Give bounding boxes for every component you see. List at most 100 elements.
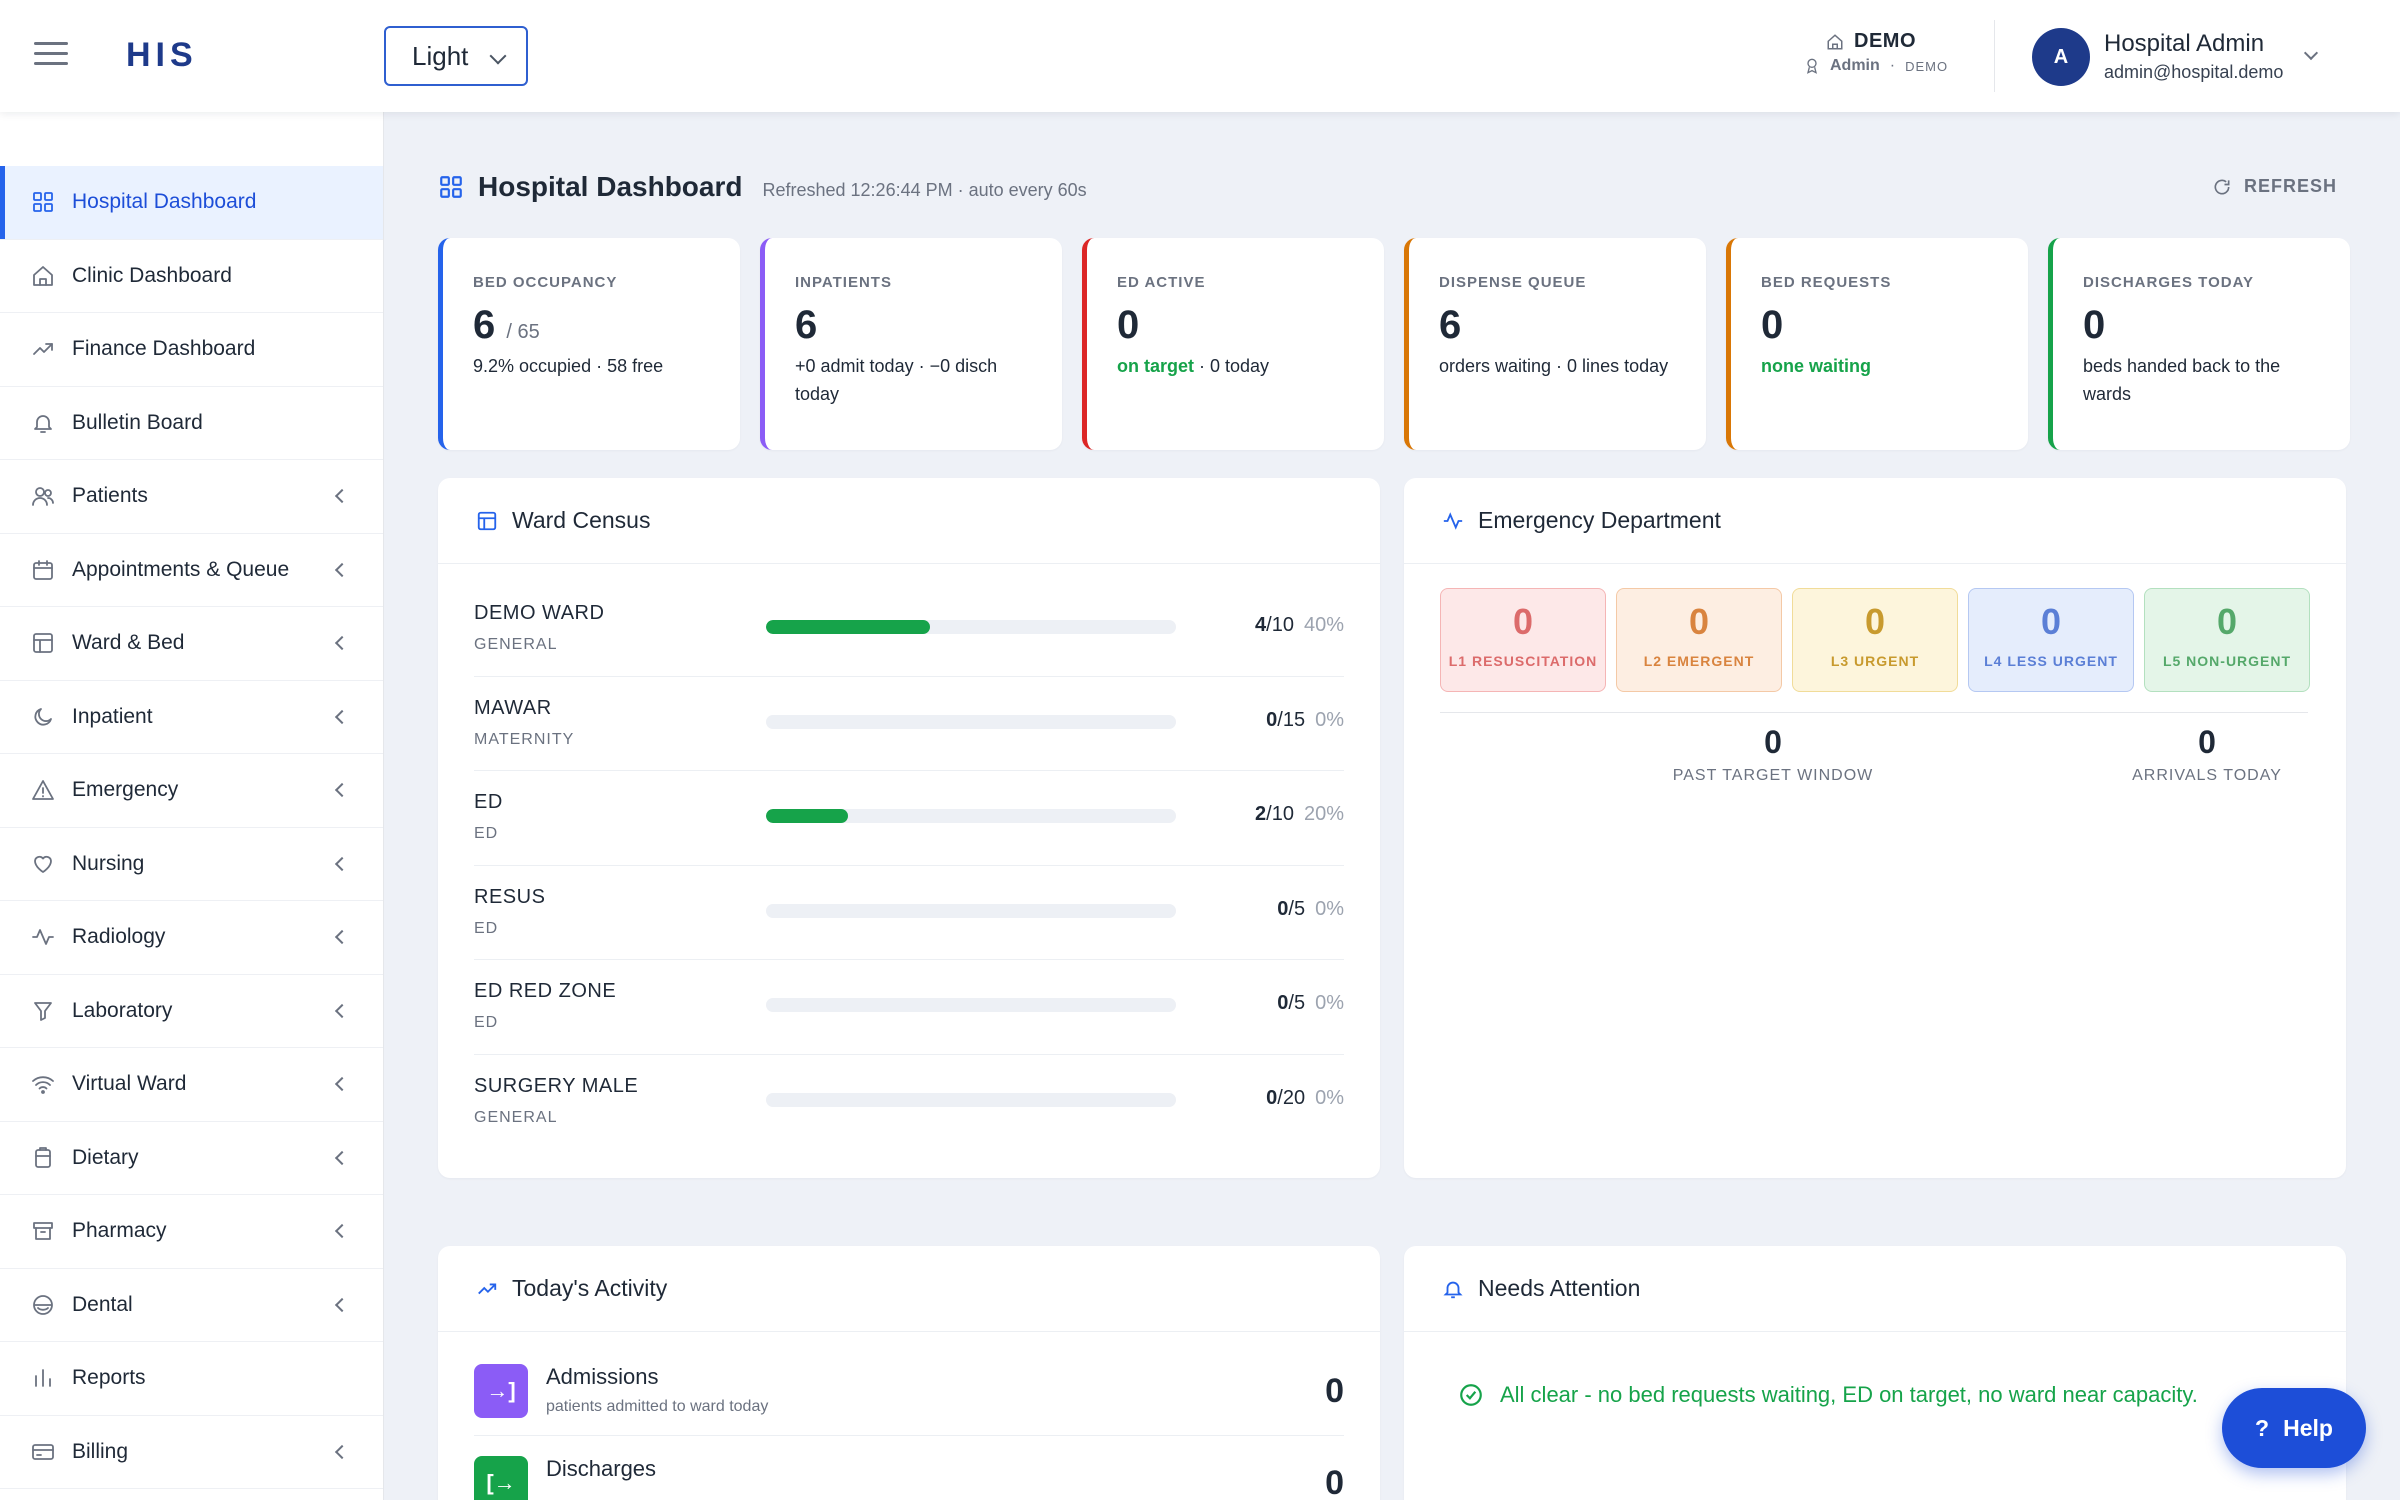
header-divider xyxy=(1994,20,1995,92)
chevron-down-icon[interactable] xyxy=(2303,45,2319,61)
kpi-value-row: 0 xyxy=(1761,303,2028,348)
occupancy-bar xyxy=(766,714,1176,729)
stat-label: PAST TARGET WINDOW xyxy=(1672,767,1874,784)
sidebar-item-radiology[interactable]: Radiology xyxy=(0,901,383,975)
sidebar-item-nursing[interactable]: Nursing xyxy=(0,828,383,901)
occupancy-bar xyxy=(766,998,1176,1012)
ward-row[interactable]: ED ED 2/10 20% xyxy=(474,771,1344,866)
brand-logo[interactable]: HIS xyxy=(126,36,198,74)
ward-type: GENERAL xyxy=(474,636,558,653)
users-icon xyxy=(30,483,56,509)
activity-discharges[interactable]: [→ Discharges 0 xyxy=(474,1436,1344,1500)
sidebar-item-label: Dietary xyxy=(72,1145,139,1169)
ward-count: 0/20 0% xyxy=(1266,1087,1344,1110)
sidebar-item-billing[interactable]: Billing xyxy=(0,1416,383,1489)
filter-icon xyxy=(30,998,56,1024)
kpi-value-row: 0 xyxy=(2083,303,2350,348)
sidebar-item-finance-dashboard[interactable]: Finance Dashboard xyxy=(0,313,383,387)
triage-l1-resuscitation[interactable]: 0 L1 RESUSCITATION xyxy=(1440,588,1606,692)
sidebar-item-bulletin-board[interactable]: Bulletin Board xyxy=(0,387,383,460)
ward-name: ED xyxy=(474,791,503,813)
ward-row[interactable]: SURGERY MALE GENERAL 0/20 0% xyxy=(474,1055,1344,1150)
occupancy-bar xyxy=(766,620,1176,634)
sidebar-item-label: Pharmacy xyxy=(72,1219,167,1243)
chevron-left-icon xyxy=(334,488,350,504)
chevron-left-icon xyxy=(334,929,350,945)
bell-icon xyxy=(1442,1278,1464,1300)
sidebar-item-virtual-ward[interactable]: Virtual Ward xyxy=(0,1048,383,1122)
occupancy-bar xyxy=(766,1092,1176,1107)
ward-row[interactable]: ED RED ZONE ED 0/5 0% xyxy=(474,960,1344,1055)
calendar-icon xyxy=(30,557,56,583)
ward-percent: 0% xyxy=(1315,992,1344,1014)
ward-capacity: /20 xyxy=(1277,1086,1306,1109)
menu-icon[interactable] xyxy=(34,42,68,70)
stat-label: ARRIVALS TODAY xyxy=(2132,767,2282,784)
triage-levels: 0 L1 RESUSCITATION 0 L2 EMERGENT 0 L3 URGENT 0… xyxy=(1440,588,2310,692)
ward-row[interactable]: RESUS ED 0/5 0% xyxy=(474,866,1344,960)
activity-glyph: [→ xyxy=(486,1470,516,1495)
sidebar-item-reports[interactable]: Reports xyxy=(0,1342,383,1416)
triage-l4-less-urgent[interactable]: 0 L4 LESS URGENT xyxy=(1968,588,2134,692)
wifi-icon xyxy=(30,1071,56,1097)
refresh-icon xyxy=(2214,179,2230,195)
separator-dot: · xyxy=(1889,57,1896,74)
sidebar-item-ward-bed[interactable]: Ward & Bed xyxy=(0,607,383,681)
sidebar-item-label: Laboratory xyxy=(72,998,173,1022)
occupancy-fill xyxy=(766,620,930,634)
home-icon xyxy=(30,263,56,289)
past-target-stat: 0 PAST TARGET WINDOW xyxy=(1623,724,1923,785)
kpi-desc-text: orders waiting · 0 lines today xyxy=(1439,356,1669,376)
credit-card-icon xyxy=(30,1439,56,1465)
user-info[interactable]: Hospital Admin admin@hospital.demo xyxy=(2104,30,2283,83)
kpi-value-row: 6 / 65 xyxy=(473,303,740,348)
help-button[interactable]: ? Help xyxy=(2222,1388,2366,1468)
sidebar-item-patients[interactable]: Patients xyxy=(0,460,383,534)
sidebar-item-dental[interactable]: Dental xyxy=(0,1269,383,1342)
activity-desc: patients admitted to ward today xyxy=(546,1398,769,1415)
home-icon xyxy=(1827,33,1843,49)
chevron-down-icon xyxy=(489,47,507,65)
chevron-left-icon xyxy=(334,856,350,871)
archive-icon xyxy=(30,1218,56,1244)
theme-select[interactable]: Light xyxy=(384,26,528,86)
heart-icon xyxy=(30,851,56,877)
sidebar-item-label: Hospital Dashboard xyxy=(72,190,257,214)
triage-l3-urgent[interactable]: 0 L3 URGENT xyxy=(1792,588,1958,692)
chevron-left-icon xyxy=(334,1444,350,1459)
sidebar-item-hospital-dashboard[interactable]: Hospital Dashboard xyxy=(0,166,383,240)
top-bar: HIS Light DEMO Admin · DEMO A Hospital A… xyxy=(0,0,2400,112)
avatar[interactable]: A xyxy=(2032,28,2090,86)
triage-l2-emergent[interactable]: 0 L2 EMERGENT xyxy=(1616,588,1782,692)
sidebar-item-inpatient[interactable]: Inpatient xyxy=(0,681,383,754)
activity-card: Today's Activity →] Admissions patients ad… xyxy=(438,1246,1380,1500)
ward-occupied: 4 xyxy=(1255,614,1267,636)
sidebar-item-clinic-dashboard[interactable]: Clinic Dashboard xyxy=(0,240,383,313)
triage-l5-non-urgent[interactable]: 0 L5 NON-URGENT xyxy=(2144,588,2310,692)
sidebar-item-appointments-queue[interactable]: Appointments & Queue xyxy=(0,534,383,607)
ward-row[interactable]: MAWAR MATERNITY 0/15 0% xyxy=(474,677,1344,771)
kpi-card-discharges-today: DISCHARGES TODAY 0 beds handed back to the… xyxy=(2048,238,2350,450)
sidebar-item-label: Finance Dashboard xyxy=(72,337,256,361)
sidebar-item-dietary[interactable]: Dietary xyxy=(0,1122,383,1195)
refresh-button[interactable]: REFRESH xyxy=(2212,176,2337,197)
sidebar-item-label: Nursing xyxy=(72,851,145,875)
activity-admissions[interactable]: →] Admissions patients admitted to ward to… xyxy=(474,1344,1344,1436)
kpi-label: ED ACTIVE xyxy=(1117,274,1206,291)
ward-row[interactable]: DEMO WARD GENERAL 4/10 40% xyxy=(474,582,1344,677)
ward-count: 2/10 20% xyxy=(1255,803,1344,826)
chevron-left-icon xyxy=(334,1223,350,1239)
sidebar-item-label: Ward & Bed xyxy=(72,631,185,655)
kpi-card-bed-occupancy: BED OCCUPANCY 6 / 65 9.2% occupied · 58 fr… xyxy=(438,238,740,450)
moon-icon xyxy=(30,704,56,730)
sidebar-item-laboratory[interactable]: Laboratory xyxy=(0,975,383,1048)
kpi-card-dispense-queue: DISPENSE QUEUE 6 orders waiting · 0 lines … xyxy=(1404,238,1706,450)
sidebar-item-pharmacy[interactable]: Pharmacy xyxy=(0,1195,383,1269)
ward-name: DEMO WARD xyxy=(474,602,605,624)
ward-type: ED xyxy=(474,919,499,937)
chevron-left-icon xyxy=(334,782,350,798)
ward-count: 4/10 40% xyxy=(1255,614,1344,637)
triage-label: L3 URGENT xyxy=(1830,653,1920,669)
ward-count: 0/5 0% xyxy=(1277,992,1344,1015)
sidebar-item-emergency[interactable]: Emergency xyxy=(0,754,383,828)
